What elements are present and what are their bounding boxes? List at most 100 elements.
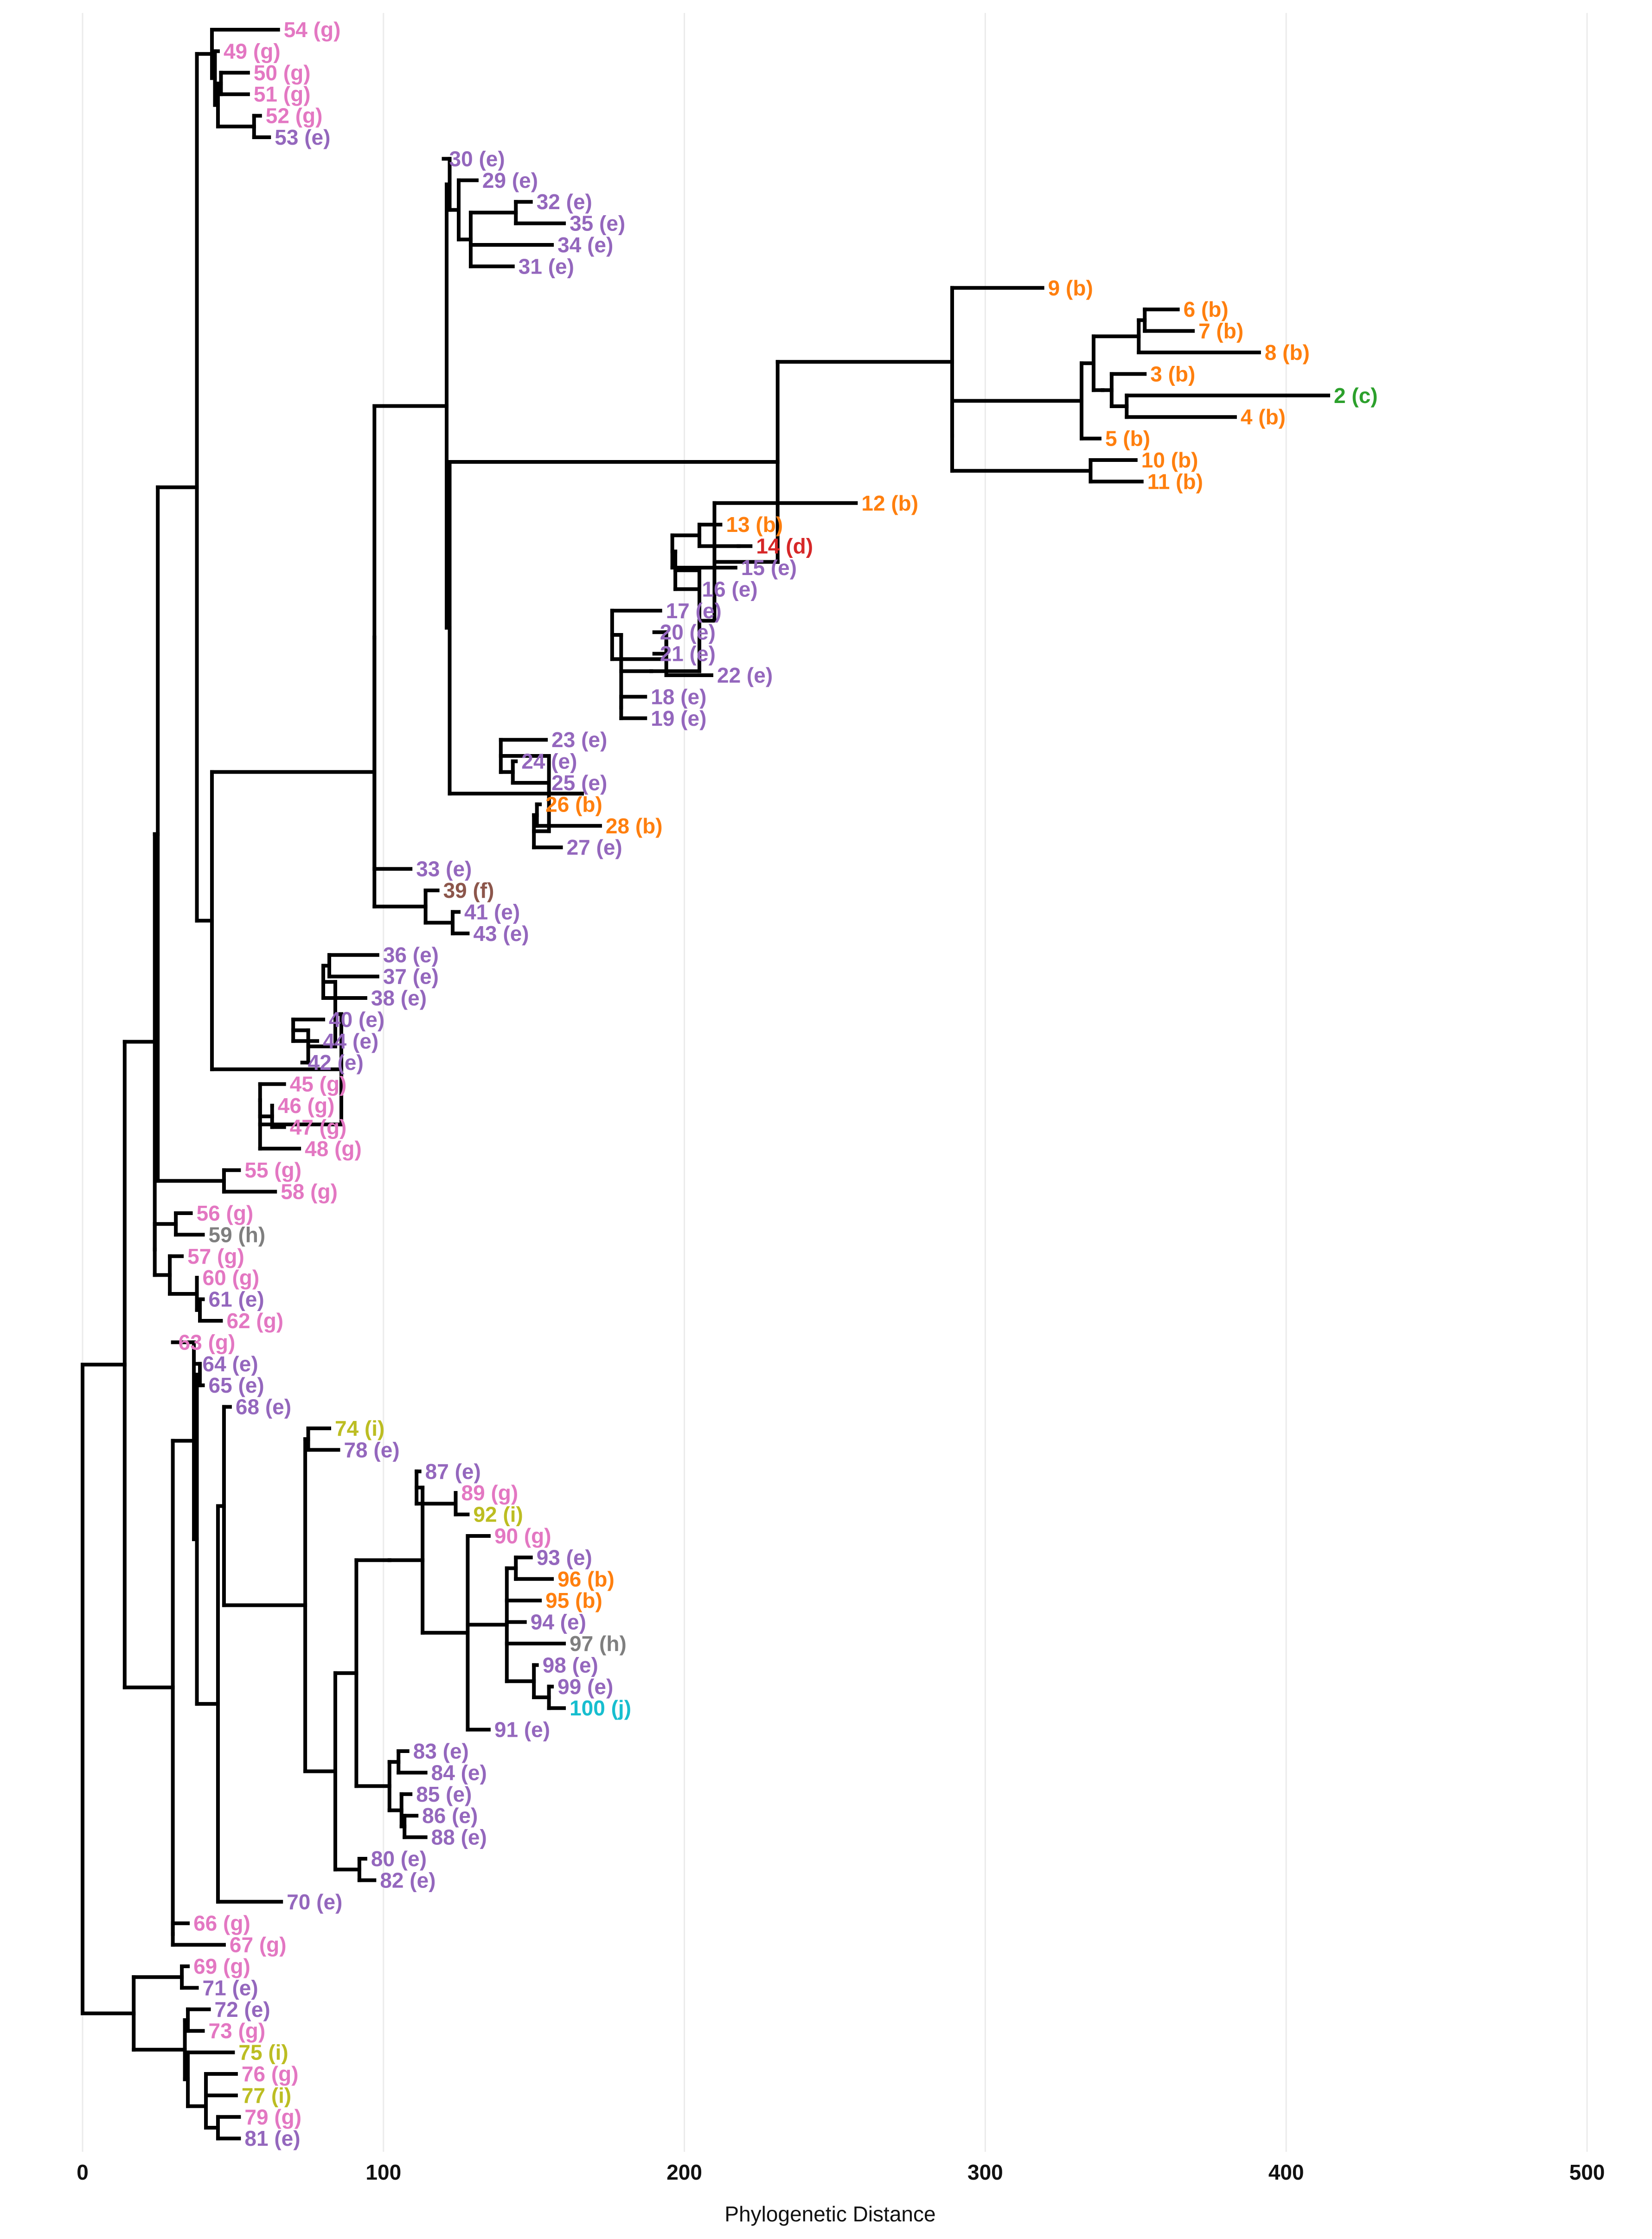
leaf-label: 26 (b) <box>545 792 602 816</box>
leaf-label: 78 (e) <box>344 1438 399 1462</box>
leaf-label: 70 (e) <box>287 1890 342 1914</box>
x-tick-label: 500 <box>1569 2160 1605 2184</box>
leaf-label: 16 (e) <box>702 577 758 601</box>
leaf-label: 30 (e) <box>449 147 505 171</box>
leaf-label: 36 (e) <box>383 943 439 967</box>
leaf-label: 28 (b) <box>606 814 663 838</box>
leaf-label: 57 (g) <box>187 1244 244 1268</box>
leaf-label: 92 (i) <box>473 1503 523 1527</box>
leaf-label: 13 (b) <box>726 512 783 537</box>
x-axis-ticks: 0 100 200 300 400 500 <box>77 2160 1605 2184</box>
leaf-label: 48 (g) <box>305 1137 362 1161</box>
leaf-label: 66 (g) <box>193 1911 250 1935</box>
leaf-label: 72 (e) <box>214 1997 270 2021</box>
leaf-label: 58 (g) <box>281 1180 338 1204</box>
leaf-label: 91 (e) <box>494 1718 550 1742</box>
leaf-label: 37 (e) <box>383 965 439 989</box>
leaf-label: 15 (e) <box>741 556 797 580</box>
leaf-label: 45 (g) <box>290 1072 347 1096</box>
leaf-label: 64 (e) <box>203 1352 258 1376</box>
leaf-label: 53 (e) <box>275 125 330 149</box>
leaf-label: 76 (g) <box>242 2062 299 2086</box>
leaf-label: 69 (g) <box>193 1954 250 1978</box>
leaf-label: 18 (e) <box>651 684 706 709</box>
leaf-label: 98 (e) <box>543 1653 598 1677</box>
leaf-label: 85 (e) <box>416 1782 472 1806</box>
leaf-label: 46 (g) <box>278 1094 335 1118</box>
x-tick-label: 300 <box>967 2160 1003 2184</box>
x-tick-label: 0 <box>77 2160 89 2184</box>
leaf-label: 40 (e) <box>329 1007 384 1031</box>
leaf-label: 95 (b) <box>545 1588 602 1612</box>
leaf-label: 6 (b) <box>1184 297 1229 321</box>
leaf-label: 83 (e) <box>413 1739 469 1763</box>
leaf-label: 74 (i) <box>335 1416 384 1440</box>
leaf-label: 93 (e) <box>537 1545 592 1569</box>
leaf-label: 4 (b) <box>1241 405 1286 429</box>
leaf-label: 67 (g) <box>230 1933 287 1957</box>
leaf-label: 55 (g) <box>244 1158 301 1182</box>
leaf-label: 31 (e) <box>519 254 574 278</box>
leaf-label: 2 (c) <box>1334 384 1378 408</box>
leaf-label: 12 (b) <box>861 491 918 515</box>
leaf-label: 47 (g) <box>290 1115 347 1139</box>
leaf-label: 77 (i) <box>242 2083 291 2107</box>
leaf-label: 19 (e) <box>651 706 706 730</box>
leaf-label: 39 (f) <box>443 878 494 902</box>
leaf-label: 44 (e) <box>323 1029 378 1053</box>
leaf-label: 89 (g) <box>461 1481 519 1505</box>
leaf-label: 52 (g) <box>266 104 323 128</box>
leaf-label: 96 (b) <box>557 1567 615 1591</box>
leaf-label: 7 (b) <box>1198 319 1243 343</box>
leaf-label: 41 (e) <box>464 900 520 924</box>
leaf-label: 8 (b) <box>1265 340 1310 365</box>
leaf-label: 27 (e) <box>567 835 622 859</box>
x-axis-label: Phylogenetic Distance <box>724 2202 935 2226</box>
leaf-label: 25 (e) <box>551 771 607 795</box>
leaf-label: 14 (d) <box>756 534 813 558</box>
leaf-label: 82 (e) <box>380 1868 435 1892</box>
leaf-label: 51 (g) <box>254 82 311 106</box>
leaf-label: 10 (b) <box>1141 448 1198 472</box>
leaf-label: 33 (e) <box>416 857 472 881</box>
leaf-label: 9 (b) <box>1048 276 1093 300</box>
leaf-label: 63 (g) <box>179 1330 236 1354</box>
leaf-label: 42 (e) <box>308 1050 364 1075</box>
leaf-label: 56 (g) <box>197 1201 254 1225</box>
leaf-label: 73 (g) <box>209 2019 266 2043</box>
leaf-label: 94 (e) <box>531 1610 586 1634</box>
x-tick-label: 100 <box>365 2160 401 2184</box>
leaf-label: 22 (e) <box>717 663 773 687</box>
leaf-label: 65 (e) <box>209 1373 264 1397</box>
x-tick-label: 400 <box>1268 2160 1304 2184</box>
leaf-label: 5 (b) <box>1105 427 1150 451</box>
leaf-label: 29 (e) <box>482 168 538 192</box>
leaf-label: 71 (e) <box>203 1976 258 2000</box>
leaf-label: 49 (g) <box>224 39 281 63</box>
leaf-label: 88 (e) <box>431 1825 487 1849</box>
leaf-label: 100 (j) <box>570 1696 631 1720</box>
leaf-label: 23 (e) <box>551 728 607 752</box>
leaf-label: 24 (e) <box>521 749 577 774</box>
leaf-label: 11 (b) <box>1147 469 1203 493</box>
leaf-label: 34 (e) <box>557 233 613 257</box>
leaf-label: 86 (e) <box>422 1804 478 1828</box>
leaf-label: 75 (i) <box>238 2041 288 2065</box>
leaf-label: 20 (e) <box>660 620 716 644</box>
leaf-label: 32 (e) <box>537 190 592 214</box>
leaf-label: 97 (h) <box>570 1631 627 1656</box>
leaf-label: 17 (e) <box>666 599 722 623</box>
leaf-label: 54 (g) <box>284 18 341 42</box>
leaf-label: 3 (b) <box>1150 362 1195 386</box>
leaf-label: 81 (e) <box>244 2126 300 2150</box>
leaf-label: 99 (e) <box>557 1675 613 1699</box>
leaf-label: 80 (e) <box>371 1847 427 1871</box>
leaf-label: 84 (e) <box>431 1760 487 1785</box>
leaf-label: 87 (e) <box>425 1459 481 1484</box>
leaf-label: 60 (g) <box>203 1266 260 1290</box>
leaf-label: 21 (e) <box>660 642 716 666</box>
tree-branches <box>81 28 1331 2141</box>
x-tick-label: 200 <box>666 2160 702 2184</box>
leaf-label: 35 (e) <box>570 211 625 236</box>
